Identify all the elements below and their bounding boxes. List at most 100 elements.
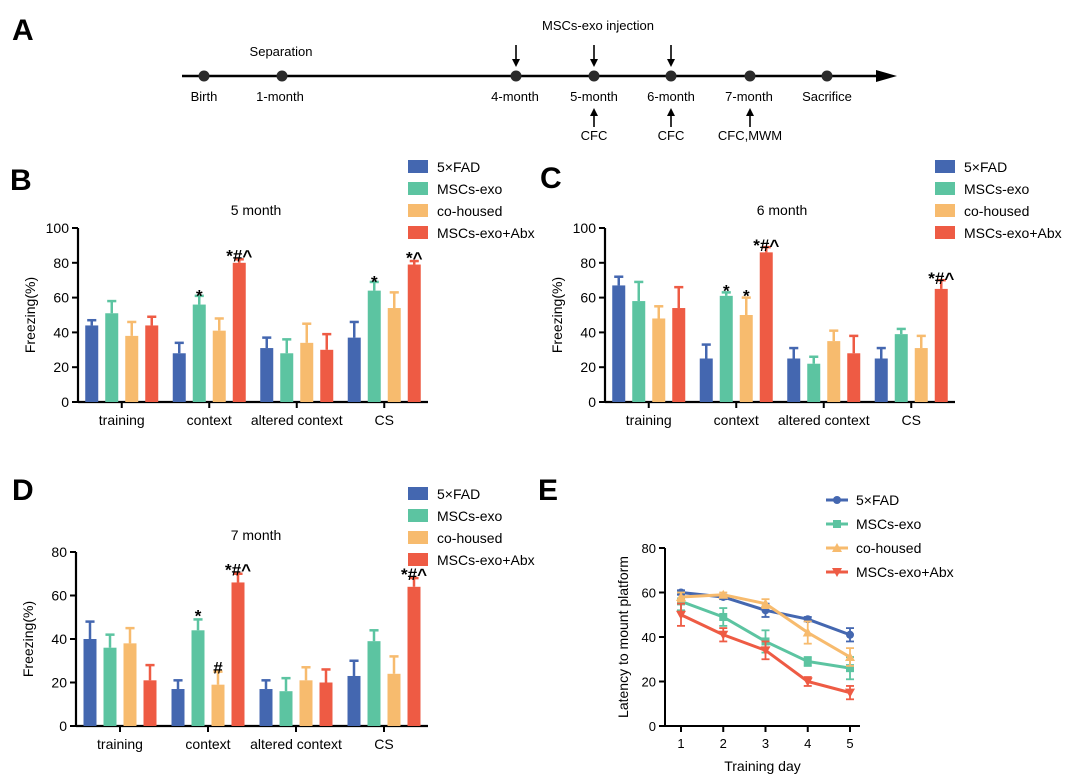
bar-co-housed-context <box>211 684 225 726</box>
bar-5-fad-context <box>172 353 186 402</box>
timeline-label-6-month: 6-month <box>647 89 695 104</box>
timeline-dot-7-month <box>744 70 756 82</box>
x-tick-label: 5 <box>846 736 853 751</box>
y-tick-label: 20 <box>580 359 596 375</box>
y-tick-label: 20 <box>51 675 67 691</box>
bar-mscs-exo-abx-context <box>232 262 246 402</box>
y-tick-label: 40 <box>53 324 69 340</box>
legend-b-swatch-exo <box>408 182 428 195</box>
bar-mscs-exo-training <box>103 647 117 726</box>
x-tick-label-context: context <box>187 412 232 428</box>
y-tick-label: 40 <box>51 631 67 647</box>
x-tick-label-training: training <box>626 412 672 428</box>
legend-e: 5×FAD MSCs-exo co-housed MSCs-exo+Abx <box>826 492 954 580</box>
y-tick-label: 0 <box>588 394 596 410</box>
timeline-label-1-month: 1-month <box>256 89 304 104</box>
timeline-label-sacrifice: Sacrifice <box>802 89 852 104</box>
legend-d-label-exo: MSCs-exo <box>437 508 503 524</box>
bar-co-housed-altered-context <box>299 680 313 726</box>
legend-d-label-cohoused: co-housed <box>437 530 502 546</box>
y-tick-label: 100 <box>573 220 597 236</box>
timeline-arrowhead <box>876 70 897 82</box>
data-point <box>802 627 813 637</box>
bar-5-fad-altered-context <box>260 348 274 402</box>
legend-b-label-exo: MSCs-exo <box>437 181 503 197</box>
legend-d-label-fad: 5×FAD <box>437 486 480 502</box>
significance-mark: * <box>196 287 203 306</box>
y-tick-label: 0 <box>649 719 656 734</box>
chart-title: 5 month <box>231 202 282 218</box>
bar-5-fad-context <box>171 689 185 726</box>
legend-e-marker-fad <box>833 496 841 504</box>
y-tick-label: 0 <box>59 718 67 734</box>
test-arrow-7-month <box>746 108 754 127</box>
data-point <box>760 646 771 656</box>
x-tick-label-altered-context: altered context <box>250 736 342 752</box>
x-axis-label: Training day <box>724 758 801 774</box>
injection-arrow-4-month <box>512 45 520 67</box>
y-tick-label: 80 <box>53 255 69 271</box>
timeline-label-4-month: 4-month <box>491 89 539 104</box>
test-label-5-month: CFC <box>581 128 608 143</box>
y-tick-label: 100 <box>46 220 70 236</box>
panel-label-c: C <box>540 162 562 195</box>
bar-chart-7-month: 0 20 40 60 80 7 month Freezing(%) training conte… <box>20 527 428 752</box>
timeline-label-7-month: 7-month <box>725 89 773 104</box>
injection-arrow-5-month <box>590 45 598 67</box>
legend-c-swatch-cohoused <box>935 204 955 217</box>
bar-mscs-exo-context <box>719 295 733 402</box>
legend-c: 5×FAD MSCs-exo co-housed MSCs-exo+Abx <box>935 159 1062 241</box>
bar-mscs-exo-cs <box>367 290 381 402</box>
bar-co-housed-context <box>739 315 753 402</box>
significance-mark: * <box>743 287 750 306</box>
significance-mark: *#^ <box>226 247 252 266</box>
legend-b-label-fad: 5×FAD <box>437 159 480 175</box>
line-chart-latency: 0 20 40 60 80 1 2 3 4 5 Training day Latency to mou… <box>615 541 860 774</box>
y-tick-label: 60 <box>580 290 596 306</box>
legend-b-swatch-abx <box>408 226 428 239</box>
timeline-injection-label: MSCs-exo injection <box>542 18 654 33</box>
x-tick-label: 4 <box>804 736 811 751</box>
bar-mscs-exo-cs <box>367 641 381 726</box>
x-tick-label-training: training <box>99 412 145 428</box>
test-label-7-month: CFC,MWM <box>718 128 782 143</box>
legend-c-label-fad: 5×FAD <box>964 159 1007 175</box>
y-tick-label: 80 <box>580 255 596 271</box>
x-tick-label-altered-context: altered context <box>778 412 870 428</box>
y-tick-label: 40 <box>642 630 656 645</box>
bar-chart-5-month: 0 20 40 60 80 100 5 month Freezing(%) training co… <box>22 202 428 428</box>
bar-mscs-exo-abx-altered-context <box>320 349 334 402</box>
x-tick-label-cs: CS <box>375 412 394 428</box>
legend-d-swatch-fad <box>408 487 428 500</box>
bar-mscs-exo-altered-context <box>807 363 821 402</box>
significance-mark: *#^ <box>225 561 251 580</box>
legend-d-label-abx: MSCs-exo+Abx <box>437 552 535 568</box>
test-arrow-6-month <box>667 108 675 127</box>
legend-e-marker-cohoused <box>832 543 842 552</box>
timeline-dot-birth <box>198 70 210 82</box>
bar-co-housed-altered-context <box>300 342 314 402</box>
bar-5-fad-cs <box>874 358 888 402</box>
data-point <box>719 612 728 621</box>
bar-mscs-exo-context <box>192 304 206 402</box>
x-tick-label-context: context <box>185 736 230 752</box>
x-tick-label: 2 <box>720 736 727 751</box>
bar-5-fad-training <box>83 639 97 726</box>
bar-mscs-exo-abx-context <box>231 582 245 726</box>
bar-mscs-exo-abx-altered-context <box>319 682 333 726</box>
bar-mscs-exo-abx-training <box>672 308 686 402</box>
bar-mscs-exo-abx-cs <box>934 288 948 402</box>
y-axis-label: Freezing(%) <box>20 601 36 677</box>
x-tick-label-cs: CS <box>902 412 921 428</box>
x-tick-label: 3 <box>762 736 769 751</box>
x-tick-label-altered-context: altered context <box>251 412 343 428</box>
timeline-dot-1-month <box>276 70 288 82</box>
bar-mscs-exo-abx-context <box>759 252 773 402</box>
timeline-dot-5-month <box>588 70 600 82</box>
legend-e-marker-exo <box>833 520 841 528</box>
bar-5-fad-context <box>699 358 713 402</box>
y-tick-label: 60 <box>51 588 67 604</box>
legend-e-label-cohoused: co-housed <box>856 540 921 556</box>
data-point <box>845 688 855 698</box>
legend-b: 5×FAD MSCs-exo co-housed MSCs-exo+Abx <box>408 159 535 241</box>
